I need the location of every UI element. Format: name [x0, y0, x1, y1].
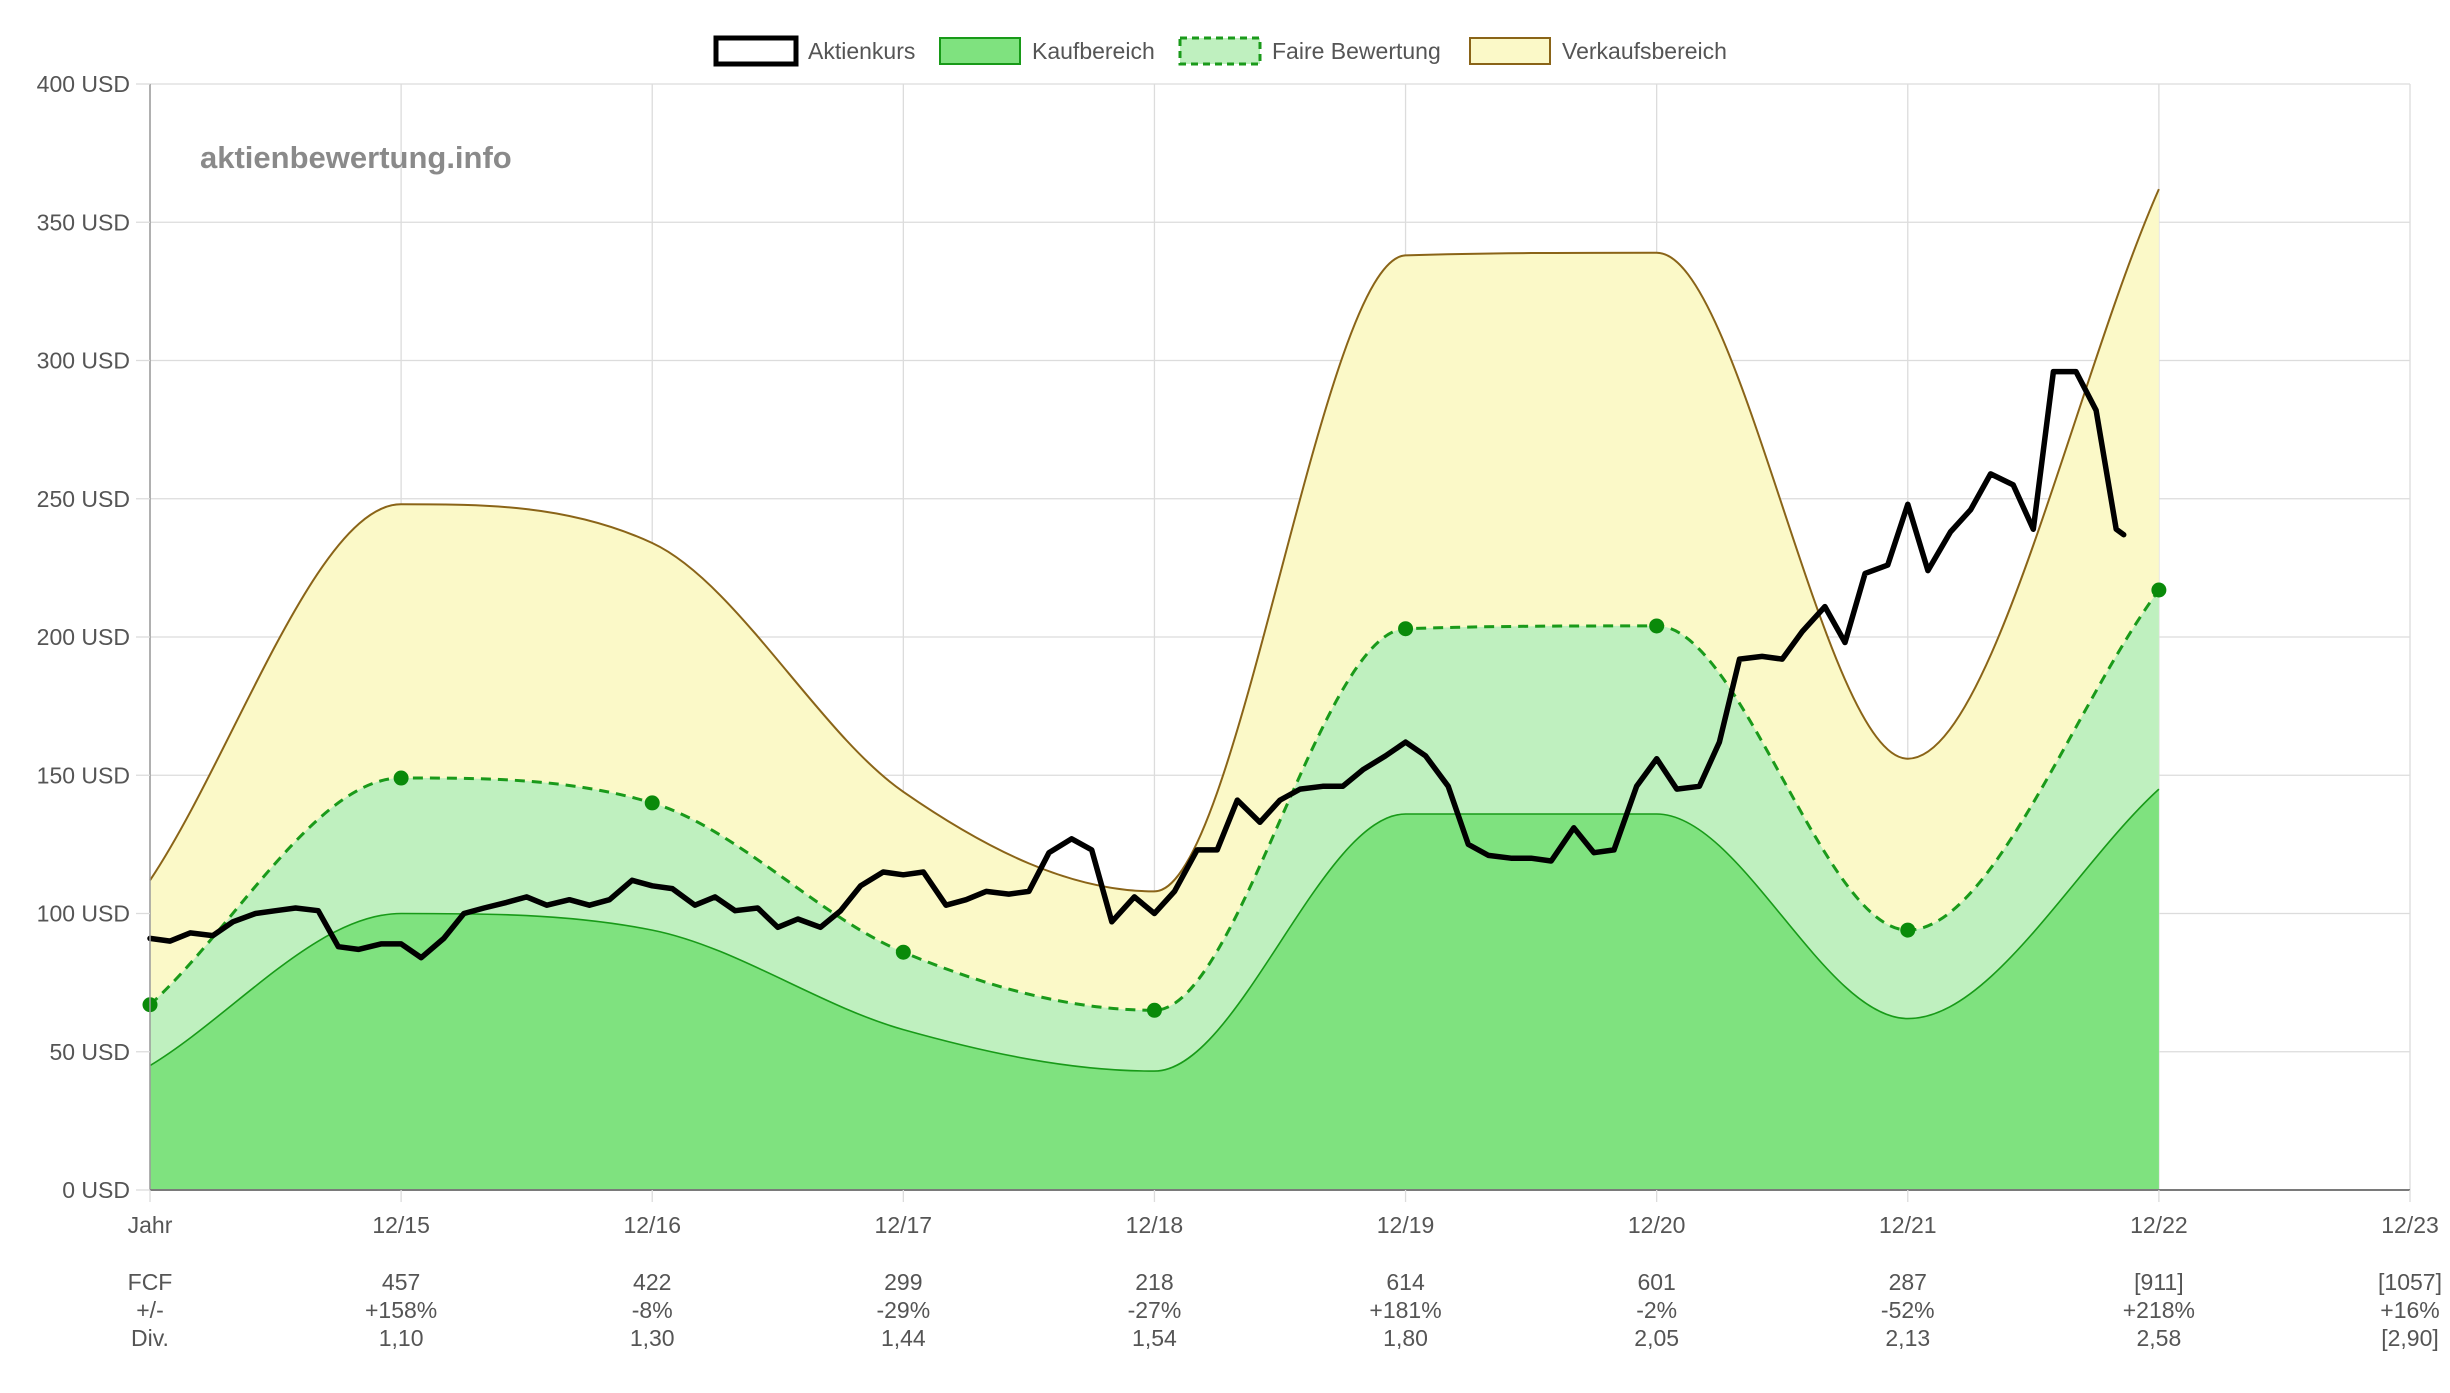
table-change-value: +16% [2380, 1297, 2439, 1323]
zones [150, 189, 2159, 1191]
fundamentals-table: FCF+/-Div.457+158%1,10422-8%1,30299-29%1… [128, 1269, 2442, 1351]
fair-value-point [1398, 621, 1414, 637]
buy-zone-area [150, 789, 2159, 1190]
table-fcf-value: [911] [2134, 1269, 2183, 1295]
table-dividend-value: 2,58 [2137, 1325, 2182, 1351]
table-change-value: +218% [2123, 1297, 2195, 1323]
fair-value-point [644, 795, 660, 811]
table-fcf-value: 601 [1637, 1269, 1675, 1295]
table-change-value: -27% [1128, 1297, 1182, 1323]
x-tick-label: 12/18 [1126, 1212, 1184, 1238]
legend: Aktienkurs Kaufbereich Faire Bewertung Verk… [713, 35, 1727, 67]
stock-price-line [147, 368, 2127, 961]
table-dividend-value: 1,80 [1383, 1325, 1428, 1351]
legend-swatch-price [713, 35, 799, 67]
x-tick-label: 12/16 [623, 1212, 681, 1238]
y-tick-label: 150 USD [37, 762, 130, 788]
fair-value-line [148, 589, 2161, 1012]
y-tick-label: 50 USD [49, 1039, 130, 1065]
fair-value-point [393, 770, 409, 786]
y-tick-label: 0 USD [62, 1177, 130, 1203]
table-dividend-value: 2,13 [1885, 1325, 1930, 1351]
legend-label-buy: Kaufbereich [1032, 38, 1155, 64]
table-dividend-value: 1,10 [379, 1325, 424, 1351]
fair-value-point [1900, 922, 1916, 938]
table-dividend-value: 2,05 [1634, 1325, 1679, 1351]
y-tick-label: 100 USD [37, 901, 130, 927]
table-fcf-value: 457 [382, 1269, 420, 1295]
x-tick-label: 12/20 [1628, 1212, 1686, 1238]
axes: 0 USD 50 USD 100 USD 150 USD 200 USD 250 USD 3… [37, 71, 2439, 1238]
x-tick-label: 12/15 [372, 1212, 430, 1238]
legend-swatch-buy [939, 37, 1021, 65]
table-dividend-value: [2,90] [2381, 1325, 2439, 1351]
table-dividend-value: 1,54 [1132, 1325, 1177, 1351]
table-change-value: -8% [632, 1297, 673, 1323]
buy-zone-line [149, 788, 2160, 1072]
table-fcf-value: 287 [1889, 1269, 1927, 1295]
table-row-label: +/- [136, 1297, 163, 1323]
table-change-value: -52% [1881, 1297, 1935, 1323]
legend-swatch-fair [1178, 36, 1262, 66]
table-fcf-value: [1057] [2378, 1269, 2442, 1295]
table-change-value: -29% [876, 1297, 930, 1323]
legend-label-fair: Faire Bewertung [1272, 38, 1441, 64]
fair-value-points [142, 582, 2167, 1018]
y-tick-label: 300 USD [37, 348, 130, 374]
fair-value-point [1649, 618, 1665, 634]
series-lines [147, 188, 2161, 1072]
x-tick-label: 12/22 [2130, 1212, 2188, 1238]
fair-value-point [2151, 582, 2167, 598]
table-change-value: +181% [1369, 1297, 1441, 1323]
fair-value-point [895, 944, 911, 960]
table-dividend-value: 1,30 [630, 1325, 675, 1351]
y-tick-label: 400 USD [37, 71, 130, 97]
table-fcf-value: 218 [1135, 1269, 1173, 1295]
x-tick-label: 12/19 [1377, 1212, 1435, 1238]
legend-label-price: Aktienkurs [808, 38, 915, 64]
x-tick-label: Jahr [128, 1212, 173, 1238]
x-tick-label: 12/23 [2381, 1212, 2439, 1238]
sell-zone-line [149, 188, 2160, 893]
table-dividend-value: 1,44 [881, 1325, 926, 1351]
fair-value-point [1146, 1002, 1162, 1018]
table-fcf-value: 614 [1386, 1269, 1425, 1295]
table-fcf-value: 299 [884, 1269, 922, 1295]
watermark-logo: aktienbewertung.info [200, 140, 512, 175]
table-row-label: FCF [128, 1269, 173, 1295]
table-fcf-value: 422 [633, 1269, 671, 1295]
table-change-value: +158% [365, 1297, 437, 1323]
x-tick-label: 12/17 [875, 1212, 933, 1238]
table-change-value: -2% [1636, 1297, 1677, 1323]
legend-swatch-sell [1469, 37, 1551, 65]
y-tick-label: 250 USD [37, 486, 130, 512]
y-tick-label: 200 USD [37, 624, 130, 650]
x-tick-label: 12/21 [1879, 1212, 1937, 1238]
legend-label-sell: Verkaufsbereich [1562, 38, 1727, 64]
y-tick-label: 350 USD [37, 209, 130, 235]
table-row-label: Div. [131, 1325, 169, 1351]
